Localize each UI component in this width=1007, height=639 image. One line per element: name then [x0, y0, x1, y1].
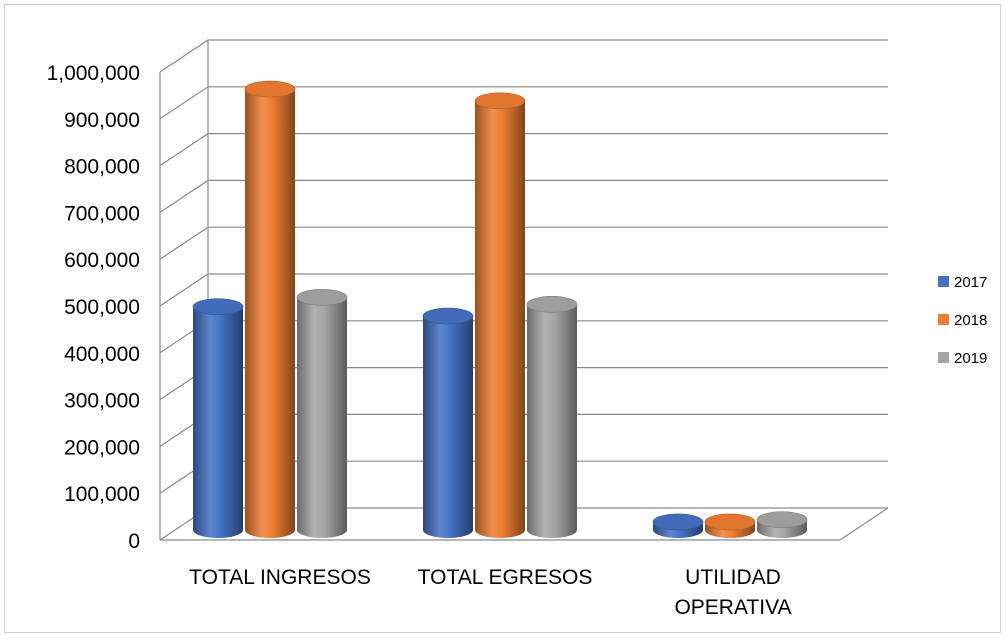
- y-tick-label: 1,000,000: [47, 62, 140, 85]
- bar: [704, 513, 756, 538]
- bar: [756, 511, 808, 538]
- legend-swatch: [938, 276, 949, 287]
- y-tick-label: 300,000: [64, 390, 140, 413]
- legend: 2017 2018 2019: [938, 274, 987, 367]
- y-tick-label: 100,000: [64, 483, 140, 506]
- y-tick-label: 700,000: [64, 202, 140, 225]
- legend-label: 2018: [954, 312, 987, 329]
- bar: [652, 513, 704, 538]
- x-tick-label: UTILIDAD: [685, 566, 781, 589]
- legend-label: 2017: [954, 274, 987, 291]
- legend-swatch: [938, 352, 949, 363]
- bar: [244, 80, 296, 538]
- y-axis: 0 100,000 200,000 300,000 400,000 500,000 600,…: [47, 62, 140, 553]
- legend-swatch: [938, 314, 949, 325]
- gridline: [159, 39, 888, 73]
- bar: [296, 289, 348, 538]
- y-tick-label: 0: [128, 530, 140, 553]
- floor-edge: [160, 507, 889, 541]
- y-tick-label: 200,000: [64, 436, 140, 459]
- x-tick-label: OPERATIVA: [674, 596, 791, 619]
- y-tick-label: 900,000: [64, 109, 140, 132]
- y-tick-label: 500,000: [64, 296, 140, 319]
- bar: [192, 298, 244, 538]
- y-tick-label: 800,000: [64, 156, 140, 179]
- bar: [474, 92, 526, 538]
- x-tick-label: TOTAL EGRESOS: [418, 566, 593, 589]
- bars: [192, 80, 808, 538]
- legend-label: 2019: [954, 350, 987, 367]
- y-tick-label: 400,000: [64, 343, 140, 366]
- x-axis: TOTAL INGRESOS TOTAL EGRESOS UTILIDAD OPERA…: [189, 566, 791, 619]
- y-tick-label: 600,000: [64, 249, 140, 272]
- x-tick-label: TOTAL INGRESOS: [189, 566, 371, 589]
- bar: [422, 307, 474, 538]
- bar: [526, 296, 578, 538]
